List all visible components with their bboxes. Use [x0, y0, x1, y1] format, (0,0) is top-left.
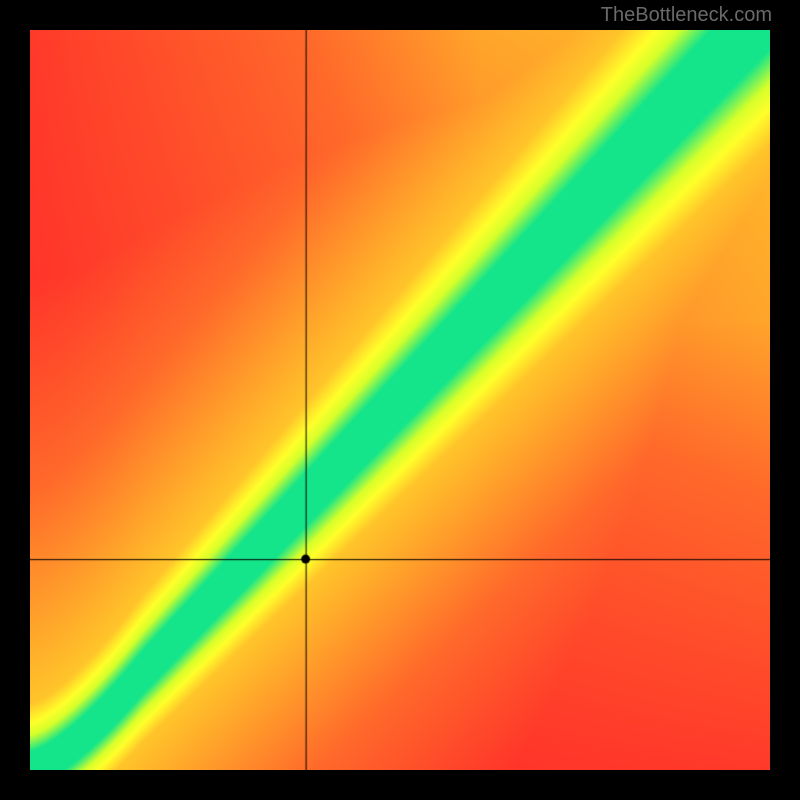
heatmap-canvas: [30, 30, 770, 770]
bottleneck-heatmap-chart: [30, 30, 770, 770]
source-label: TheBottleneck.com: [601, 4, 772, 27]
